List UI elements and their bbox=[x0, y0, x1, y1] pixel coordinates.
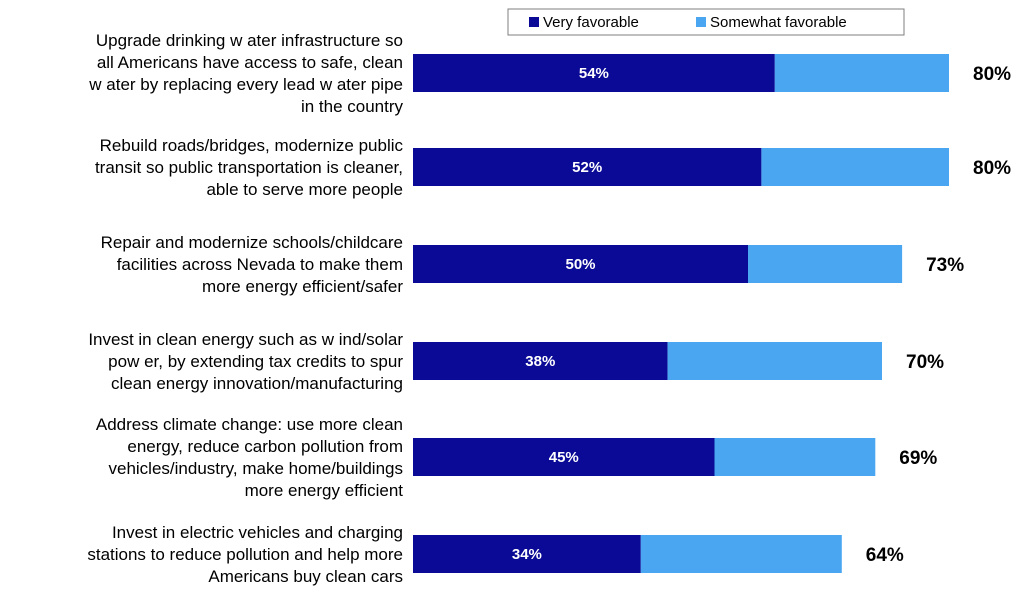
bar-somewhat-favorable bbox=[640, 535, 842, 573]
legend: Very favorable Somewhat favorable bbox=[507, 8, 905, 36]
category-label-line: energy, reduce carbon pollution from bbox=[127, 437, 403, 456]
category-label-line: facilities across Nevada to make them bbox=[117, 255, 403, 274]
bars: 54% 80% 52% 80% 50% 73% 38% 70% 45% 69% 34% 64% bbox=[413, 54, 1011, 573]
category-label-line: pow er, by extending tax credits to spur bbox=[108, 352, 403, 371]
category-label-line: Invest in electric vehicles and charging bbox=[112, 523, 403, 542]
segment-value-label: 50% bbox=[565, 256, 595, 273]
category-label: Upgrade drinking w ater infrastructure s… bbox=[88, 31, 403, 116]
category-label: Address climate change: use more clean en… bbox=[96, 415, 403, 500]
legend-label-very-favorable: Very favorable bbox=[543, 14, 639, 31]
segment-value-label: 34% bbox=[512, 546, 542, 563]
category-label-line: clean energy innovation/manufacturing bbox=[111, 374, 403, 393]
segment-value-label: 54% bbox=[579, 65, 609, 82]
category-label-line: Address climate change: use more clean bbox=[96, 415, 403, 434]
category-label-line: Upgrade drinking w ater infrastructure s… bbox=[96, 31, 403, 50]
bar-somewhat-favorable bbox=[774, 54, 949, 92]
category-label-line: Repair and modernize schools/childcare bbox=[101, 233, 403, 252]
bar-somewhat-favorable bbox=[714, 438, 876, 476]
bar-very-favorable bbox=[413, 342, 668, 380]
category-label-line: able to serve more people bbox=[206, 180, 403, 199]
category-label-line: more energy efficient bbox=[245, 481, 404, 500]
total-value-label: 69% bbox=[899, 448, 937, 469]
bar-very-favorable bbox=[413, 535, 641, 573]
bar-very-favorable bbox=[413, 245, 748, 283]
category-label-line: Rebuild roads/bridges, modernize public bbox=[100, 136, 404, 155]
segment-value-label: 52% bbox=[572, 159, 602, 176]
category-label-line: transit so public transportation is clea… bbox=[95, 158, 403, 177]
category-label-line: Invest in clean energy such as w ind/sol… bbox=[88, 330, 403, 349]
total-value-label: 73% bbox=[926, 255, 964, 276]
category-label: Rebuild roads/bridges, modernize public t… bbox=[95, 136, 404, 199]
segment-value-label: 45% bbox=[549, 449, 579, 466]
legend-swatch-somewhat-favorable bbox=[696, 17, 706, 27]
legend-label-somewhat-favorable: Somewhat favorable bbox=[710, 14, 847, 31]
category-label: Invest in clean energy such as w ind/sol… bbox=[88, 330, 403, 393]
bar-very-favorable bbox=[413, 54, 775, 92]
bar-somewhat-favorable bbox=[761, 148, 949, 186]
category-labels: Upgrade drinking w ater infrastructure s… bbox=[87, 31, 403, 586]
bar-very-favorable bbox=[413, 438, 715, 476]
total-value-label: 70% bbox=[906, 352, 944, 373]
category-label-line: all Americans have access to safe, clean bbox=[97, 53, 403, 72]
category-label: Invest in electric vehicles and charging… bbox=[87, 523, 403, 586]
segment-value-label: 38% bbox=[525, 353, 555, 370]
total-value-label: 80% bbox=[973, 64, 1011, 85]
category-label-line: vehicles/industry, make home/buildings bbox=[109, 459, 404, 478]
category-label: Repair and modernize schools/childcare fa… bbox=[101, 233, 404, 296]
bar-somewhat-favorable bbox=[748, 245, 903, 283]
legend-swatch-very-favorable bbox=[529, 17, 539, 27]
bar-very-favorable bbox=[413, 148, 762, 186]
bar-somewhat-favorable bbox=[667, 342, 882, 380]
category-label-line: stations to reduce pollution and help mo… bbox=[87, 545, 403, 564]
total-value-label: 80% bbox=[973, 158, 1011, 179]
category-label-line: w ater by replacing every lead w ater pi… bbox=[88, 75, 403, 94]
category-label-line: Americans buy clean cars bbox=[208, 567, 403, 586]
category-label-line: more energy efficient/safer bbox=[202, 277, 403, 296]
total-value-label: 64% bbox=[866, 545, 904, 566]
category-label-line: in the country bbox=[301, 97, 404, 116]
